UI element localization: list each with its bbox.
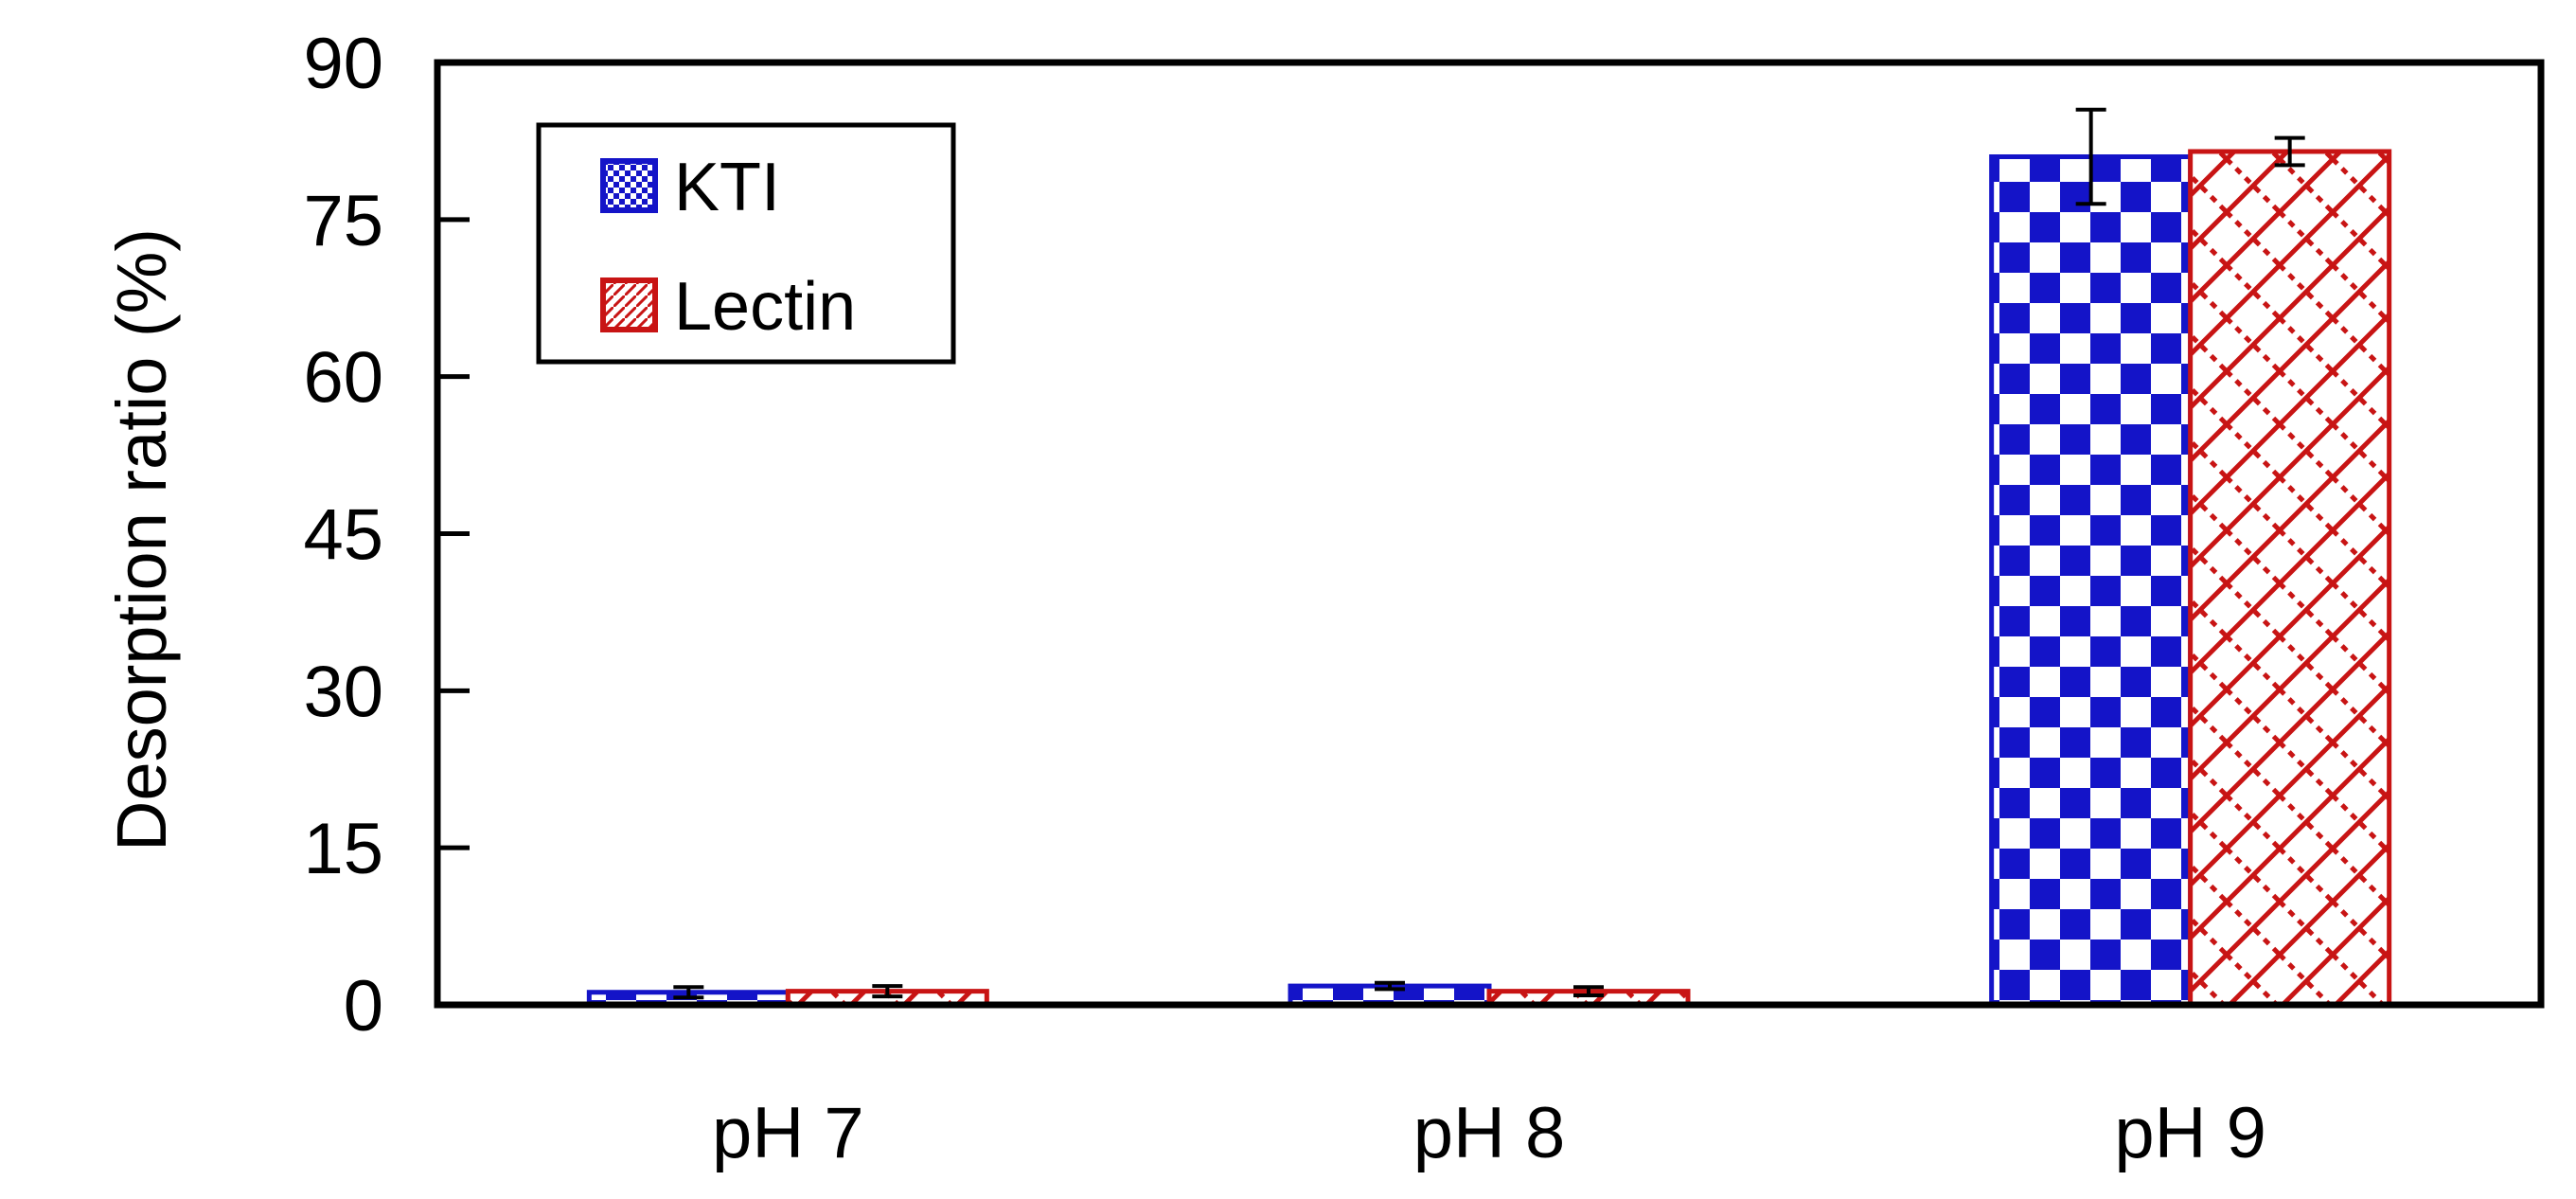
x-axis-tick-labels: pH 7 pH 8 pH 9 <box>712 1093 2266 1173</box>
x-tick-label: pH 7 <box>712 1093 864 1173</box>
y-axis-ticks: 0 15 30 45 60 75 90 <box>303 24 470 1047</box>
y-tick-label: 90 <box>303 24 383 104</box>
y-tick-label: 0 <box>344 966 383 1047</box>
y-tick-label: 30 <box>303 652 383 732</box>
error-bars-group <box>673 107 2305 1000</box>
bars-group <box>586 149 2392 1008</box>
x-tick-label: pH 9 <box>2114 1093 2266 1173</box>
y-tick-label: 75 <box>303 181 383 261</box>
legend: KTI Lectin <box>536 122 956 365</box>
y-tick-label: 45 <box>303 495 383 576</box>
legend-swatch-lectin <box>600 277 658 332</box>
legend-label-lectin: Lectin <box>674 269 856 345</box>
legend-label-kti: KTI <box>674 150 780 225</box>
legend-swatch-kti <box>600 158 658 213</box>
y-tick-label: 60 <box>303 338 383 419</box>
bar-lectin-2 <box>2188 149 2392 1008</box>
bar-kti-2 <box>1989 154 2194 1008</box>
y-tick-label: 15 <box>303 809 383 889</box>
y-axis-label: Desorption ratio (%) <box>102 228 181 851</box>
x-tick-label: pH 8 <box>1413 1093 1566 1173</box>
plot-area-frame <box>434 59 2545 1009</box>
